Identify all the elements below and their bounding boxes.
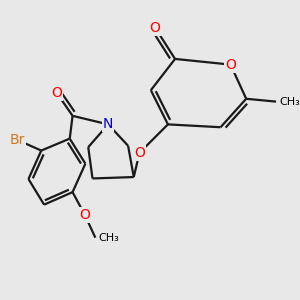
Text: O: O: [150, 21, 160, 34]
Text: O: O: [80, 208, 90, 222]
Text: O: O: [52, 86, 62, 100]
Text: O: O: [134, 146, 145, 160]
Text: N: N: [103, 117, 113, 131]
Text: O: O: [225, 58, 236, 72]
Text: CH₃: CH₃: [279, 97, 300, 106]
Text: CH₃: CH₃: [98, 233, 119, 243]
Text: Br: Br: [10, 133, 25, 147]
